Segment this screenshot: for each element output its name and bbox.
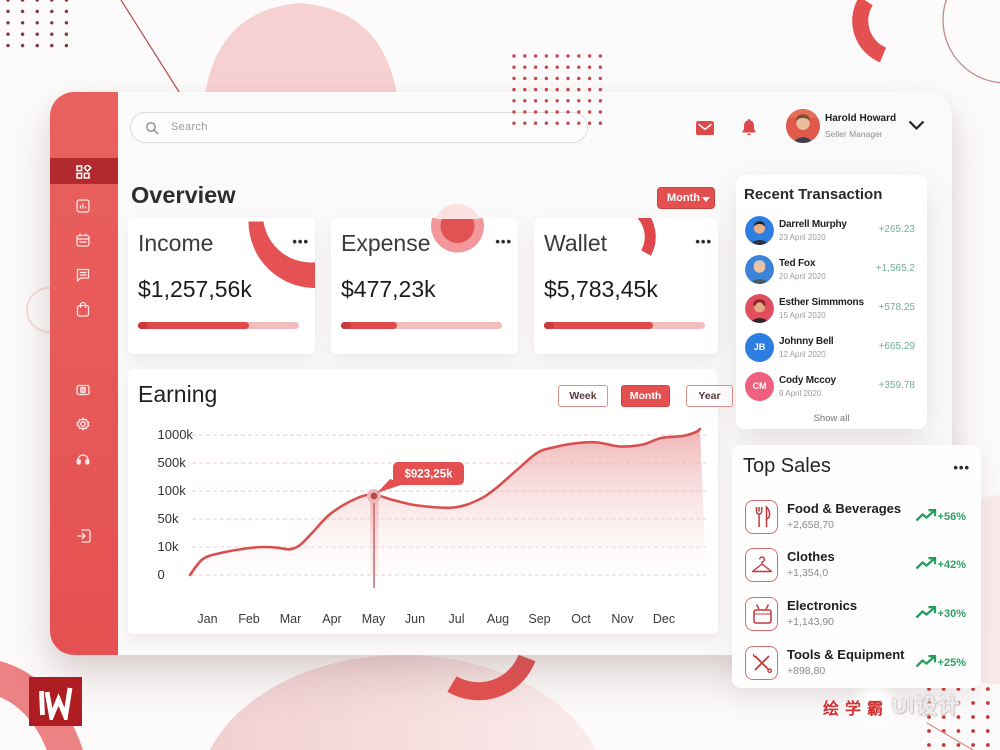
svg-text:100k: 100k <box>158 483 187 498</box>
svg-text:May: May <box>362 612 386 626</box>
svg-text:Apr: Apr <box>322 612 341 626</box>
svg-text:Oct: Oct <box>571 612 591 626</box>
svg-text:50k: 50k <box>158 511 179 526</box>
svg-text:500k: 500k <box>158 455 187 470</box>
svg-text:$: $ <box>81 388 84 394</box>
svg-text:Nov: Nov <box>611 612 634 626</box>
svg-text:Mar: Mar <box>280 612 302 626</box>
svg-text:1000k: 1000k <box>158 427 194 442</box>
svg-text:$923,25k: $923,25k <box>405 469 454 481</box>
svg-text:Aug: Aug <box>487 612 509 626</box>
svg-text:Jul: Jul <box>449 612 465 626</box>
svg-text:Dec: Dec <box>653 612 675 626</box>
svg-text:Jan: Jan <box>197 612 217 626</box>
svg-text:10k: 10k <box>158 539 179 554</box>
svg-text:Sep: Sep <box>528 612 550 626</box>
svg-text:Feb: Feb <box>238 612 260 626</box>
svg-text:0: 0 <box>158 567 165 582</box>
svg-text:Jun: Jun <box>405 612 425 626</box>
